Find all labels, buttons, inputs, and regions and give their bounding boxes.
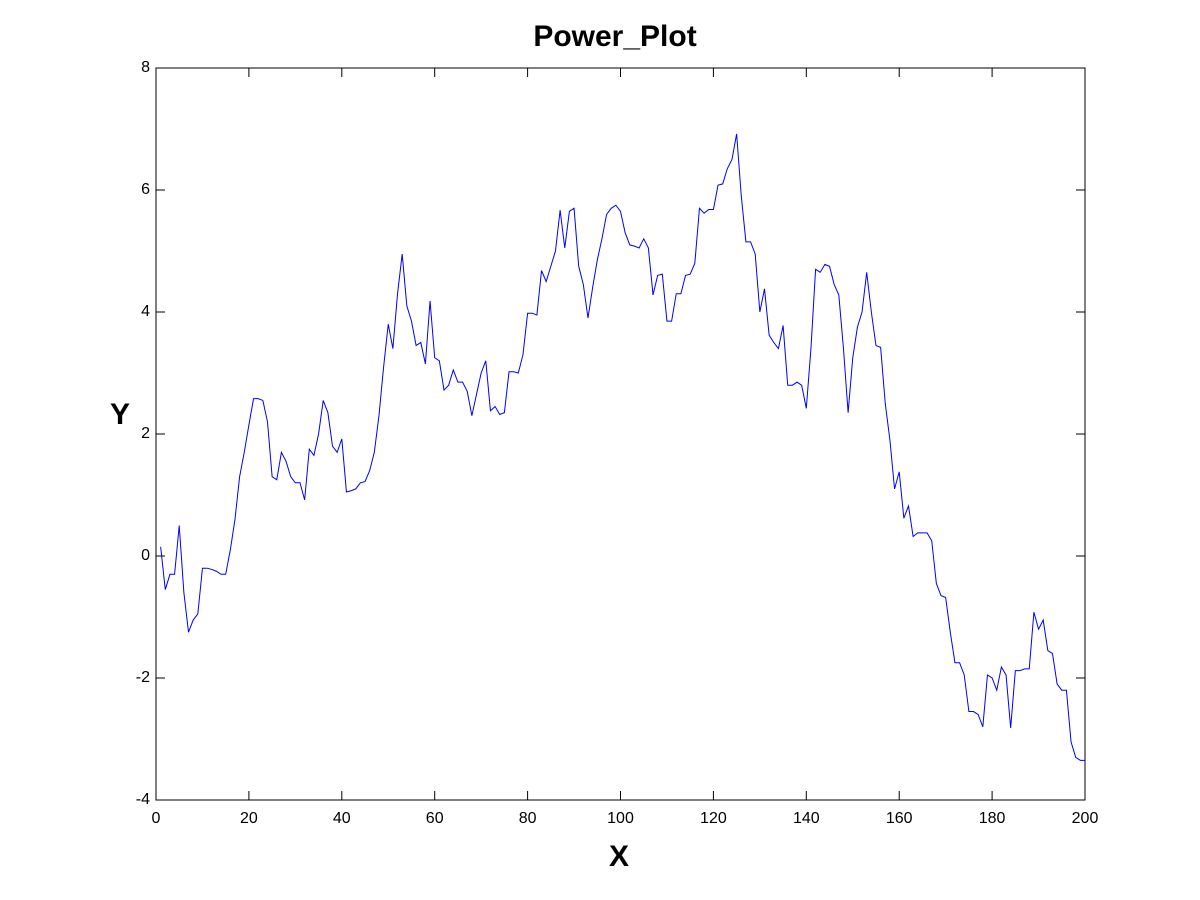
x-tick-label: 20: [240, 810, 258, 827]
y-tick-label: 2: [141, 425, 150, 442]
y-tick-label: -4: [136, 791, 150, 808]
x-tick-label: 40: [333, 810, 351, 827]
y-tick-label: 6: [141, 181, 150, 198]
x-tick-label: 200: [1072, 810, 1099, 827]
x-tick-label: 80: [519, 810, 537, 827]
y-tick-label: 8: [141, 59, 150, 76]
data-line: [160, 133, 1085, 761]
y-tick-label: 4: [141, 303, 150, 320]
y-tick-label: -2: [136, 669, 150, 686]
x-tick-label: 120: [700, 810, 727, 827]
x-tick-label: 60: [426, 810, 444, 827]
x-tick-label: 160: [886, 810, 913, 827]
x-tick-label: 100: [607, 810, 634, 827]
x-tick-label: 140: [793, 810, 820, 827]
plot-box: [155, 67, 1086, 801]
x-tick-label: 0: [152, 810, 161, 827]
chart-title: Power_Plot: [533, 20, 696, 53]
y-axis-label: Y: [110, 398, 130, 431]
y-tick-label: 0: [141, 547, 150, 564]
x-tick-label: 180: [979, 810, 1006, 827]
x-axis-label: X: [609, 840, 629, 873]
